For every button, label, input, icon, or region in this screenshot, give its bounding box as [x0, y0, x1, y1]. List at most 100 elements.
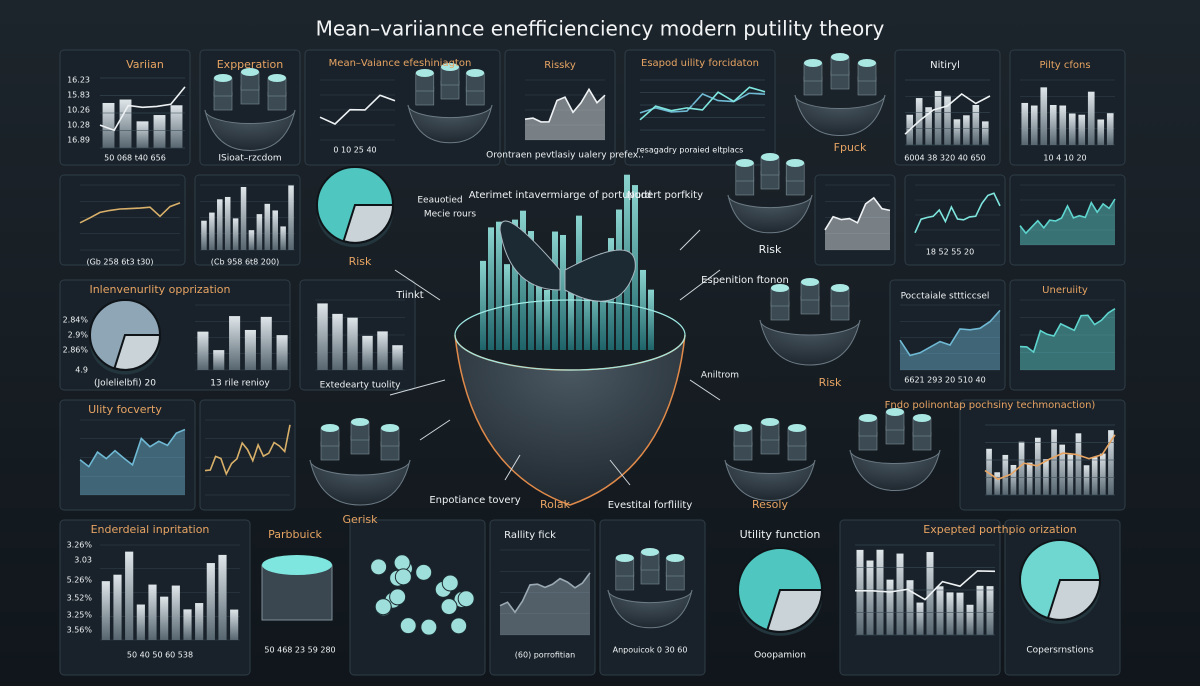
decor-bar	[232, 218, 239, 250]
decor-bar	[1043, 459, 1049, 495]
label: 18 52 55 20	[926, 248, 974, 257]
coin-top	[441, 63, 459, 71]
decor-bar	[229, 316, 241, 370]
decor-line	[99, 86, 186, 132]
decor-bar	[856, 549, 864, 635]
label: ISioat–rzcdom	[218, 154, 281, 164]
decor-area	[825, 197, 890, 250]
bowl	[727, 194, 813, 234]
centre-bar	[528, 231, 534, 350]
panel	[504, 49, 616, 166]
decor-bar	[102, 102, 115, 148]
arrow	[394, 269, 441, 301]
decor-bar	[183, 609, 192, 640]
decor-bar	[272, 210, 278, 250]
arrow	[609, 459, 631, 486]
decor-bar	[876, 549, 884, 635]
coin-top	[771, 284, 789, 292]
decor-bar	[994, 472, 1001, 495]
label: Esapod uility forcidaton	[641, 58, 759, 69]
label: Mecie rours	[424, 210, 477, 220]
decor-bar	[317, 303, 328, 370]
decor-area	[900, 310, 1000, 370]
panel	[489, 519, 596, 676]
label: 16.89	[67, 136, 90, 145]
label: resagadry poraied eltplacs	[637, 146, 744, 155]
decor-line	[824, 196, 891, 231]
coin-top	[321, 424, 339, 432]
decor-bar	[280, 226, 286, 250]
label: (Cb 958 6t8 200)	[211, 258, 279, 267]
decor-bar	[362, 335, 373, 370]
label: Gerisk	[343, 513, 379, 526]
decor-bar	[1099, 453, 1106, 495]
label: Aniltrom	[701, 371, 739, 381]
panel	[349, 519, 486, 676]
decor-bar	[946, 592, 954, 635]
decor-bar	[1059, 444, 1066, 495]
coin-top	[886, 408, 904, 416]
decor-bar	[986, 586, 994, 635]
decor-area	[525, 89, 605, 140]
decor-bar	[1097, 119, 1105, 145]
butterfly-wing	[564, 249, 636, 302]
centre-bar	[648, 289, 654, 350]
decor-line	[319, 94, 396, 125]
decorations	[59, 49, 1126, 676]
label: 10.26	[67, 106, 90, 115]
label: Mean–Vaiance efeshiniagton	[329, 58, 472, 69]
panel	[1009, 174, 1126, 266]
centre-bar	[504, 264, 510, 350]
decor-bar	[1021, 102, 1029, 145]
label: Rissky	[544, 60, 576, 71]
decor-bar	[332, 313, 343, 370]
decor-bar	[963, 115, 970, 145]
label: Uneruiity	[1042, 285, 1088, 296]
label: 50 468 23 59 280	[264, 646, 335, 655]
centre-bar	[592, 279, 598, 350]
label: 3.26%	[67, 541, 93, 550]
centre-bar	[496, 221, 502, 350]
label: Espenition ftonon	[701, 275, 789, 286]
decor-bar	[1040, 87, 1048, 145]
decor-bar	[1068, 113, 1076, 145]
decor-bar	[195, 603, 204, 640]
coin-top	[804, 59, 822, 67]
decor-line	[1019, 198, 1116, 235]
decor-bar	[1051, 429, 1057, 495]
decor-bar	[886, 579, 894, 635]
bowl	[607, 589, 693, 629]
coin-top	[214, 74, 232, 82]
bowl	[849, 449, 941, 492]
label: Aterimet intavermiarge of portupord	[469, 190, 651, 201]
label: Tiinkt	[395, 290, 423, 301]
panel	[199, 399, 296, 511]
label: Rallity fick	[504, 530, 556, 541]
decor-bar	[916, 602, 924, 635]
butterfly-wing	[499, 220, 561, 291]
label: Inlenvenurlity opprization	[89, 283, 230, 296]
label: 6004 38 320 40 650	[904, 154, 985, 163]
label: 16.23	[67, 76, 90, 85]
decor-bar	[866, 560, 874, 635]
coin	[389, 588, 407, 606]
label: Pilty cfons	[1039, 60, 1090, 71]
decor-bar	[1018, 441, 1025, 495]
bowl	[759, 319, 861, 366]
decor-bar	[966, 604, 974, 635]
pie-slice	[1046, 579, 1102, 621]
label: Pocctaiale sttticcsel	[901, 292, 990, 302]
decor-area	[1020, 308, 1115, 370]
decor-line	[854, 570, 996, 601]
decor-bar	[944, 95, 951, 145]
decor-bar	[1026, 462, 1033, 495]
decor-bar	[206, 563, 215, 640]
decor-bar	[218, 554, 227, 640]
decor-bar	[953, 119, 961, 145]
decor-line	[204, 424, 291, 477]
label: Evestital forflility	[608, 500, 693, 511]
arrow	[504, 454, 521, 481]
title: Mean–variiannce enefficienciency modern …	[316, 17, 885, 41]
decor-bar	[1083, 465, 1090, 495]
decor-bar	[976, 585, 984, 635]
